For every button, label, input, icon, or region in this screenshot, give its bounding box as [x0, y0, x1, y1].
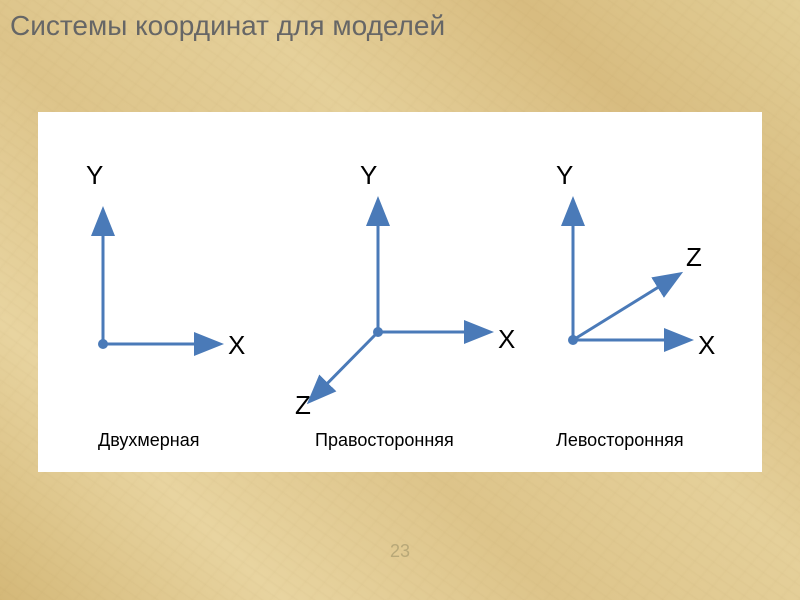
axis-label-right-handed-y: Y [360, 160, 377, 191]
axis-label-2d-x: X [228, 330, 245, 361]
axis-left-handed-z [573, 275, 678, 340]
axis-label-left-handed-y: Y [556, 160, 573, 191]
axis-right-handed-z [311, 332, 378, 400]
page-number: 23 [390, 541, 410, 562]
origin-dot-left-handed [568, 335, 578, 345]
caption-left-handed: Левосторонняя [556, 430, 684, 451]
axis-label-left-handed-x: X [698, 330, 715, 361]
origin-dot-right-handed [373, 327, 383, 337]
axis-label-right-handed-x: X [498, 324, 515, 355]
diagram-panel: YXДвухмернаяYXZПравосторонняяYZXЛевостор… [38, 112, 762, 472]
diagram-container: YXДвухмернаяYXZПравосторонняяYZXЛевостор… [38, 112, 762, 472]
axis-label-left-handed-z: Z [686, 242, 702, 273]
caption-2d: Двухмерная [98, 430, 199, 451]
axis-label-right-handed-z: Z [295, 390, 311, 421]
axis-label-2d-y: Y [86, 160, 103, 191]
slide-title: Системы координат для моделей [10, 10, 445, 42]
caption-right-handed: Правосторонняя [315, 430, 454, 451]
origin-dot-2d [98, 339, 108, 349]
axes-svg [38, 112, 762, 472]
